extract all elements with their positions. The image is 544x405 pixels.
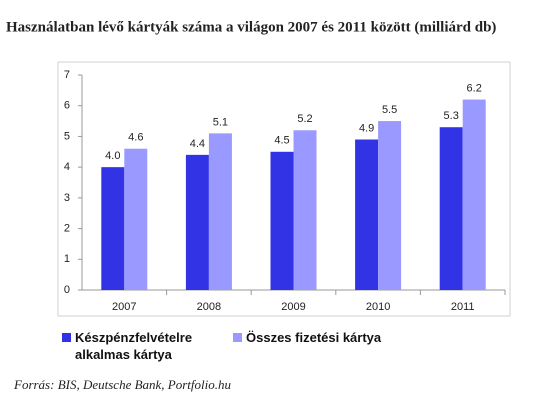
value-label: 5.5: [382, 104, 397, 116]
value-label: 5.3: [444, 110, 459, 122]
value-label: 4.6: [128, 132, 143, 144]
x-tick-label: 2011: [451, 301, 475, 313]
chart-title: Használatban lévő kártyák száma a világo…: [6, 19, 496, 35]
value-label: 5.2: [297, 113, 312, 125]
x-tick-label: 2010: [366, 301, 390, 313]
value-label: 4.5: [274, 135, 289, 147]
bar: [355, 139, 379, 290]
bar: [124, 148, 148, 290]
x-tick-label: 2008: [197, 301, 221, 313]
legend-label: Készpénzfelvételre alkalmas kártya: [75, 330, 193, 362]
bar: [293, 130, 317, 290]
y-tick-label: 5: [64, 130, 70, 142]
value-label: 4.9: [359, 122, 374, 134]
bar: [101, 167, 125, 290]
value-label: 4.0: [105, 150, 120, 162]
legend-label: Összes fizetési kártya: [246, 330, 382, 345]
x-tick-label: 2009: [281, 301, 305, 313]
bar: [185, 154, 209, 290]
bar: [462, 99, 486, 290]
bar: [208, 133, 232, 290]
y-tick-label: 0: [64, 284, 70, 296]
y-tick-label: 6: [64, 100, 70, 112]
y-tick-label: 4: [64, 161, 70, 173]
value-label: 6.2: [467, 82, 482, 94]
x-tick-label: 2007: [112, 301, 136, 313]
y-tick-label: 1: [64, 253, 70, 265]
plot-frame: [57, 61, 511, 317]
source: Forrás: BIS, Deutsche Bank, Portfolio.hu: [13, 377, 231, 392]
legend-swatch: [233, 333, 242, 342]
bar: [378, 121, 402, 290]
legend-swatch: [62, 333, 71, 342]
value-label: 5.1: [213, 116, 228, 128]
y-tick-label: 2: [64, 222, 70, 234]
y-tick-label: 3: [64, 192, 70, 204]
bar: [439, 127, 463, 290]
value-label: 4.4: [190, 138, 205, 150]
bar: [270, 151, 294, 290]
y-tick-label: 7: [64, 69, 70, 81]
